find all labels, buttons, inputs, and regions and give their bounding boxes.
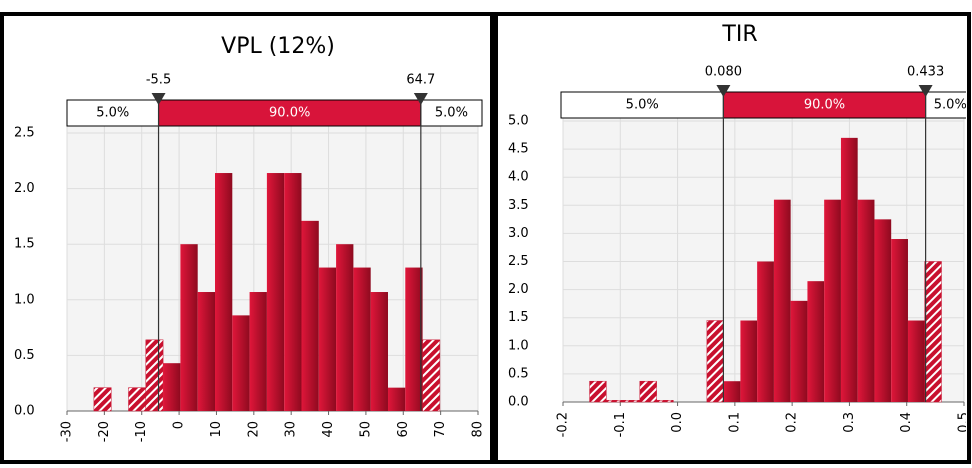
y-tick-label: 0.5: [14, 348, 35, 363]
chart-panel: VPL (12%) 0.0 0.5 1.0 1.5 2.0 2.5 -30 -20 -10 0 10 2…: [14, 34, 486, 442]
histogram-bar: [790, 300, 808, 402]
y-tick-label: 2.0: [508, 282, 529, 297]
histogram-bar: [266, 173, 285, 411]
histogram-bar: [924, 261, 942, 403]
delimiter-handle: [716, 85, 731, 97]
band-label: 5.0%: [934, 98, 967, 113]
histogram-bar: [405, 267, 423, 411]
y-tick-label: 1.0: [14, 292, 35, 307]
histogram-bar: [180, 244, 198, 411]
y-tick-label: 0.0: [508, 395, 529, 410]
x-tick-label: 60: [396, 421, 411, 438]
histogram-bar: [318, 267, 337, 411]
x-tick-label: 10: [209, 421, 224, 438]
chart-title: TIR: [721, 22, 757, 47]
histogram-bar: [301, 220, 319, 411]
chart-title: VPL (12%): [221, 34, 335, 59]
x-tick-label: 0: [172, 421, 187, 429]
histogram-bar: [387, 387, 406, 411]
histogram-bar: [353, 267, 371, 411]
y-tick-label: 1.0: [508, 338, 529, 353]
x-tick-label: 0.3: [842, 412, 857, 433]
band-left: [66, 99, 160, 127]
histogram-bar: [214, 173, 233, 411]
band-label: 5.0%: [435, 106, 468, 121]
histogram-bar: [824, 199, 841, 402]
x-tick-label: 0.5: [957, 412, 972, 433]
y-tick-label: 3.5: [508, 198, 529, 213]
histogram-bar: [706, 320, 724, 403]
histogram-bar: [128, 387, 147, 412]
delimiter-label: 64.7: [406, 73, 435, 88]
histogram-bar: [891, 239, 908, 402]
histogram-bar: [589, 380, 607, 403]
x-tick-label: 50: [358, 421, 373, 438]
y-tick-label: 1.5: [508, 310, 529, 325]
histogram-bar: [723, 381, 741, 402]
histogram-bar: [807, 281, 825, 402]
histogram-bar: [757, 261, 774, 402]
x-tick-label: -30: [60, 421, 75, 442]
histogram-bar: [422, 339, 441, 412]
x-tick-label: 20: [246, 421, 261, 438]
y-tick-label: 0.5: [508, 366, 529, 381]
delimiter-label: -5.5: [146, 73, 171, 88]
x-tick-label: 30: [284, 421, 299, 438]
histogram-bar: [336, 244, 354, 411]
delimiter-handle: [151, 93, 166, 105]
histogram-bar: [622, 400, 641, 403]
histogram-bar: [232, 315, 250, 411]
histogram-bar: [249, 292, 267, 411]
delimiter-label: 0.080: [705, 65, 742, 80]
histogram-bar: [163, 363, 181, 411]
x-tick-label: 80: [471, 421, 486, 438]
band-label: 5.0%: [626, 98, 659, 113]
x-tick-label: 70: [433, 421, 448, 438]
histogram-bar: [606, 400, 624, 403]
histogram-bar: [840, 137, 858, 403]
y-tick-label: 1.5: [14, 237, 35, 252]
band-label: 90.0%: [269, 106, 310, 121]
x-tick-label: 0.1: [727, 412, 742, 433]
histogram-bar: [874, 219, 892, 402]
delimiter-handle: [918, 85, 933, 97]
x-tick-label: -20: [97, 421, 112, 442]
y-tick-label: 4.0: [508, 170, 529, 185]
y-tick-label: 4.5: [508, 142, 529, 157]
histogram-bar: [857, 199, 875, 402]
y-tick-label: 2.5: [14, 126, 35, 141]
histogram-bar: [773, 199, 791, 402]
chart-panel: TIR 0.0 0.5 1.0 1.5 2.0 2.5 3.0 3.5 4.0 4.5 5.0 -0.2…: [508, 22, 972, 437]
band-label: 90.0%: [804, 98, 845, 113]
histogram-bar: [284, 173, 302, 411]
x-tick-label: 0.4: [899, 412, 914, 433]
histogram-bar: [145, 339, 164, 412]
x-tick-label: 40: [321, 421, 336, 438]
x-tick-label: 0.2: [785, 412, 800, 433]
band-left: [560, 91, 724, 119]
y-tick-label: 5.0: [508, 114, 529, 129]
histogram-bar: [907, 320, 925, 402]
delimiter-handle: [413, 93, 428, 105]
y-tick-label: 2.5: [508, 254, 529, 269]
x-tick-label: -0.1: [613, 412, 628, 437]
delimiter-label: 0.433: [907, 65, 944, 80]
band-label: 5.0%: [96, 106, 129, 121]
histogram-bar: [740, 320, 758, 402]
y-tick-label: 3.0: [508, 226, 529, 241]
histogram-bar: [197, 292, 215, 411]
y-tick-label: 0.0: [14, 404, 35, 419]
x-tick-label: -0.2: [556, 412, 571, 437]
histogram-bar: [93, 387, 112, 412]
histogram-bar: [656, 400, 674, 403]
histogram-bar: [639, 380, 657, 403]
y-tick-label: 2.0: [14, 181, 35, 196]
x-tick-label: 0.0: [670, 412, 685, 433]
histogram-bar: [370, 292, 388, 411]
x-tick-label: -10: [134, 421, 149, 442]
